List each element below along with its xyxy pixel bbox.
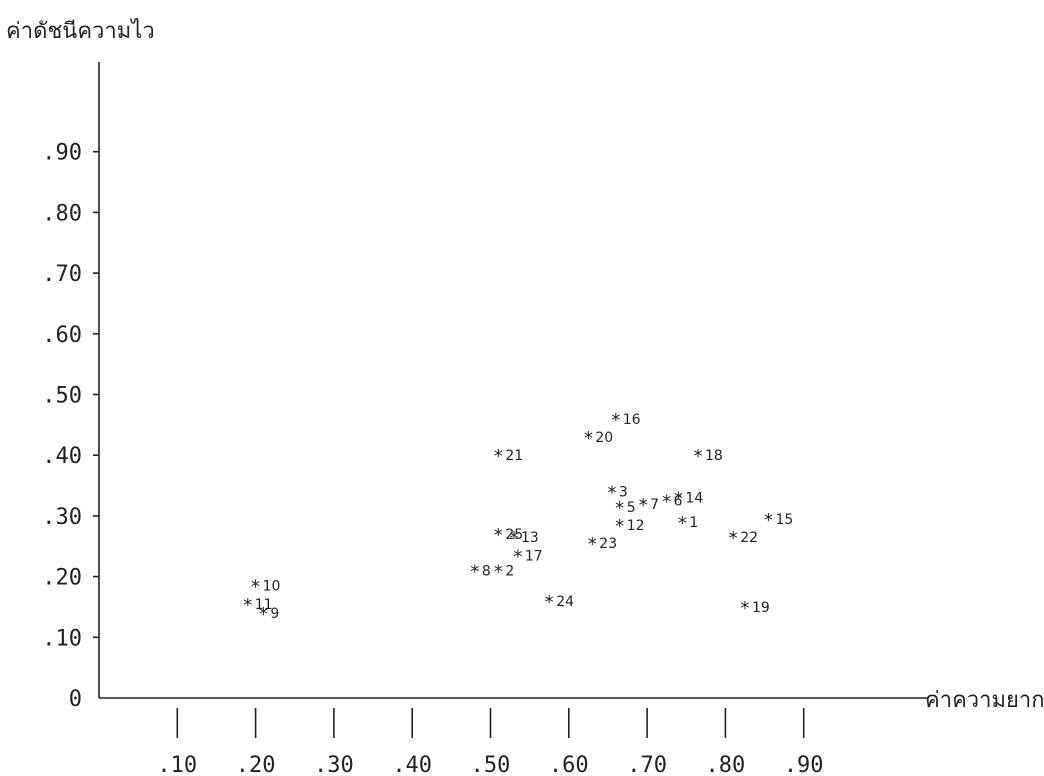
point-label: 23 — [599, 536, 617, 552]
x-tick-label: .70 — [627, 753, 667, 776]
point-label: 20 — [595, 430, 613, 446]
point-marker: * — [587, 534, 598, 555]
point-label: 18 — [705, 448, 723, 464]
data-point: * 15 — [763, 510, 793, 531]
data-point: * 5 — [614, 498, 635, 519]
data-point: * 19 — [740, 598, 770, 619]
data-point: * 12 — [614, 516, 644, 537]
point-marker: * — [250, 577, 261, 598]
point-label: 1 — [689, 515, 698, 531]
y-tick-label: .80 — [42, 201, 82, 226]
x-tick-label: .50 — [471, 753, 511, 776]
point-marker: * — [544, 592, 555, 613]
point-marker: * — [763, 510, 774, 531]
data-point: * 17 — [512, 546, 542, 567]
y-tick-label: .90 — [42, 141, 82, 166]
point-marker: * — [661, 492, 672, 513]
point-marker: * — [638, 495, 649, 516]
data-point: * 23 — [587, 534, 617, 555]
point-marker: * — [728, 528, 739, 549]
y-tick-label: .70 — [42, 262, 82, 287]
x-axis-ticks: .10 .20 .30 .40 .50 .60 .70 .80 .90 — [157, 708, 824, 776]
y-axis-title: ค่าดัชนีความไว — [6, 18, 155, 44]
data-point: * 6 — [661, 492, 682, 513]
point-label: 7 — [650, 497, 659, 513]
point-label: 13 — [521, 530, 539, 546]
x-tick-label: .80 — [706, 753, 746, 776]
data-point: * 24 — [544, 592, 574, 613]
point-label: 11 — [255, 597, 273, 613]
point-label: 19 — [752, 600, 770, 616]
point-label: 17 — [525, 548, 543, 564]
point-marker: * — [583, 428, 594, 449]
point-marker: * — [740, 598, 751, 619]
point-label: 24 — [556, 594, 574, 610]
point-label: 2 — [505, 564, 514, 580]
x-tick-label: .60 — [549, 753, 589, 776]
data-point: * 2 — [493, 562, 514, 583]
data-point: * 25 — [493, 525, 523, 546]
point-label: 21 — [505, 448, 523, 464]
point-marker: * — [509, 528, 520, 549]
data-point: * 7 — [638, 495, 659, 516]
point-label: 5 — [627, 500, 636, 516]
point-label: 25 — [505, 527, 523, 543]
y-tick-label: .10 — [42, 626, 82, 651]
point-marker: * — [493, 562, 504, 583]
point-marker: * — [693, 446, 704, 467]
data-point: * 8 — [469, 562, 490, 583]
point-label: 15 — [775, 512, 793, 528]
point-label: 22 — [740, 530, 758, 546]
y-tick-label: .50 — [42, 384, 82, 409]
y-tick-label: .20 — [42, 566, 82, 591]
y-tick-label: 0 — [69, 687, 82, 712]
data-point: * 13 — [509, 528, 539, 549]
point-marker: * — [493, 525, 504, 546]
point-marker: * — [614, 498, 625, 519]
y-axis-ticks: 0 .10 .20 .30 .40 .50 .60 .70 .80 .90 — [42, 141, 99, 712]
point-marker: * — [606, 483, 617, 504]
point-marker: * — [614, 516, 625, 537]
point-marker: * — [610, 410, 621, 431]
x-tick-label: .90 — [784, 753, 824, 776]
point-marker: * — [677, 513, 688, 534]
x-tick-label: .10 — [157, 753, 197, 776]
y-tick-label: .30 — [42, 505, 82, 530]
point-marker: * — [493, 446, 504, 467]
x-axis-title: ค่าความยาก — [925, 688, 1044, 713]
point-label: 10 — [263, 579, 281, 595]
point-marker: * — [673, 489, 684, 510]
data-point: * 22 — [728, 528, 758, 549]
data-points: * 1* 2* 3* 5 * 6* 7* 8* 9* 10* 11* 12* 13* 14* 15* 16* 17… — [242, 410, 793, 625]
point-marker: * — [512, 546, 523, 567]
point-label: 9 — [270, 606, 279, 622]
y-tick-label: .40 — [42, 444, 82, 469]
data-point: * 3 — [606, 483, 627, 504]
data-point: * 10 — [250, 577, 280, 598]
point-label: 14 — [685, 491, 703, 507]
data-point: * 20 — [583, 428, 613, 449]
point-label: 6 — [674, 494, 683, 510]
point-label: 8 — [482, 564, 491, 580]
data-point: * 18 — [693, 446, 723, 467]
data-point: * 16 — [610, 410, 640, 431]
point-marker: * — [258, 604, 269, 625]
point-marker: * — [469, 562, 480, 583]
data-point: * 11 — [242, 595, 272, 616]
y-tick-label: .60 — [42, 323, 82, 348]
x-tick-label: .30 — [314, 753, 354, 776]
x-tick-label: .40 — [392, 753, 432, 776]
data-point: * 14 — [673, 489, 703, 510]
data-point: * 21 — [493, 446, 523, 467]
point-label: 12 — [627, 518, 645, 534]
point-label: 3 — [619, 485, 628, 501]
data-point: * 9 — [258, 604, 279, 625]
point-label: 16 — [623, 412, 641, 428]
x-tick-label: .20 — [236, 753, 276, 776]
point-marker: * — [242, 595, 253, 616]
data-point: * 1 — [677, 513, 698, 534]
